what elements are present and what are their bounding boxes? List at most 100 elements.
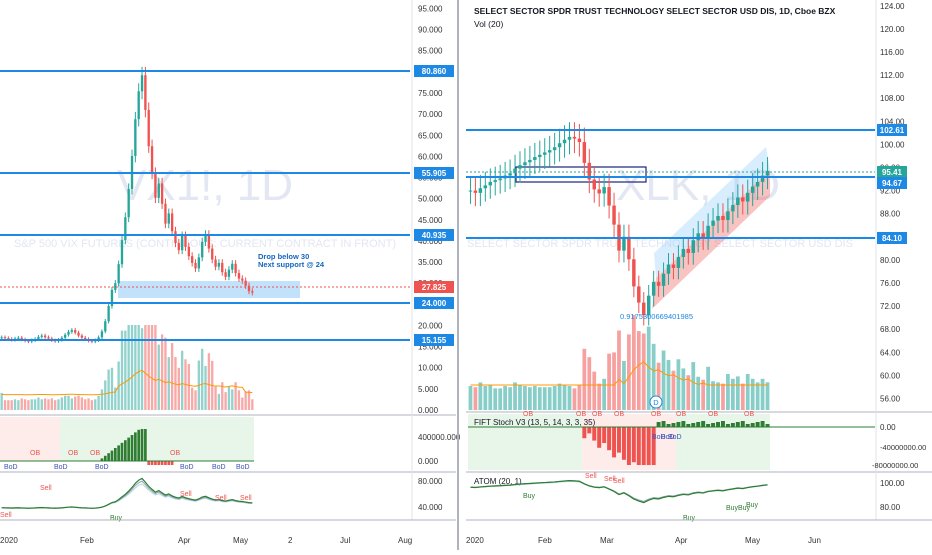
left-candle [7, 338, 10, 340]
left-volume-bar [164, 337, 167, 410]
left-chart-panel[interactable]: VX1!, 1D S&P 500 VIX FUTURES (CONTINUOUS… [0, 0, 461, 545]
right-atom-signal-3: Sell [613, 478, 625, 485]
right-volume-bar [622, 361, 626, 410]
right-volume-bar [750, 378, 755, 410]
right-atom-signal-0: Buy [523, 493, 536, 500]
left-volume-bar [217, 393, 221, 410]
right-candle [483, 185, 488, 189]
left-atom-signal-2: Sell [180, 491, 192, 498]
right-chart-panel[interactable]: XLK, 1D SELECT SECTOR SPDR TRUST TECHNOL… [466, 0, 932, 545]
left-volume-bar [174, 357, 177, 410]
left-atom-signal-1: Sell [40, 485, 52, 492]
left-stoch-signal-8: BoD [212, 464, 226, 471]
left-stoch-bar [110, 450, 114, 461]
right-stoch-bar [735, 422, 740, 427]
left-volume-bar [17, 400, 20, 410]
right-volume-bar [592, 371, 597, 410]
left-volume-bar [80, 397, 84, 410]
left-volume-bar [127, 325, 130, 410]
right-volume-bar [518, 384, 522, 410]
right-stoch-bar [626, 427, 631, 465]
right-stoch-bar [696, 422, 701, 427]
right-candles-group [468, 122, 770, 326]
left-stoch-signal-4: OB [90, 450, 100, 457]
right-stoch-label: FIFT Stoch V3 (13, 5, 14, 3, 3, 35) [474, 418, 596, 427]
right-candle [632, 259, 636, 287]
right-candle [637, 286, 641, 303]
right-stoch-bar [656, 422, 661, 427]
left-axis-tick: 95.000 [418, 4, 443, 13]
right-volume-bar [508, 387, 512, 410]
right-stoch-bar [676, 422, 681, 427]
right-stoch-bar [711, 423, 716, 427]
left-stoch-bar [154, 461, 157, 465]
left-candle [40, 335, 43, 337]
right-candle [642, 302, 646, 316]
right-candle [701, 233, 705, 238]
left-candle [114, 283, 117, 290]
right-candle [671, 264, 676, 268]
right-axis-tick: 60.00 [880, 371, 901, 380]
channel-lower-band[interactable] [652, 170, 770, 309]
left-stoch-bar [113, 448, 117, 461]
left-axis-tick: 20.000 [418, 321, 443, 330]
right-volume-bar [582, 348, 587, 410]
right-volume-bar [636, 331, 641, 410]
right-level-label-box [877, 177, 907, 189]
right-stoch-axis-tick: -80000000.00 [872, 461, 918, 470]
left-level-label-box [414, 167, 454, 179]
right-level-label-box [877, 166, 907, 178]
right-candle [681, 248, 686, 257]
left-candle [84, 337, 87, 339]
right-candle [552, 147, 557, 151]
right-candle [612, 205, 616, 225]
left-volume-bar [64, 395, 67, 410]
left-axis-tick: 50.000 [418, 195, 443, 204]
right-price-axis[interactable]: 124.00 120.00 116.00 112.00 108.00 104.00 100.… [880, 2, 905, 404]
left-volume-bar [191, 387, 194, 410]
left-volume-bar [170, 343, 174, 410]
right-stoch-bar [681, 421, 686, 427]
left-candle [167, 213, 170, 224]
right-stoch-bar [706, 424, 711, 427]
right-stoch-bar [592, 427, 597, 441]
left-volume-bar [154, 325, 157, 410]
right-candle [691, 240, 695, 253]
left-candle [207, 234, 211, 249]
right-watermark-description: SELECT SECTOR SPDR TRUST TECHNOLOGY SELE… [467, 238, 853, 250]
left-stoch-signal-6: OB [170, 450, 180, 457]
left-candle [107, 306, 110, 322]
left-volume-bar [124, 330, 127, 410]
left-stoch-bar [100, 458, 104, 461]
right-stoch-bar [602, 427, 607, 443]
resistance-box[interactable] [515, 166, 647, 183]
left-volume-bar [94, 399, 97, 410]
right-time-axis[interactable]: 2020 Feb Mar Apr May Jun [466, 536, 821, 545]
right-axis-tick: 68.00 [880, 325, 901, 334]
right-stoch-axis-tick: 0.00 [880, 423, 896, 432]
left-stoch-signal-1: BoD [4, 464, 18, 471]
support-zone-box[interactable] [118, 281, 300, 298]
left-candle [170, 213, 174, 232]
left-volume-bar [241, 397, 244, 410]
right-stoch-bar [686, 424, 691, 427]
right-candle [488, 181, 493, 186]
left-candle [247, 285, 251, 292]
left-candle [60, 337, 63, 340]
left-volume-bar [207, 353, 211, 410]
left-level-labels: 80.860 55.905 40.935 27.825 24.000 15.155 [414, 65, 454, 346]
left-volume-bar [100, 389, 104, 410]
left-volume-bar [244, 391, 247, 410]
left-axis-tick: 65.000 [418, 131, 443, 140]
dividend-marker[interactable] [649, 395, 663, 409]
left-candle [80, 335, 84, 338]
right-candle [493, 180, 497, 182]
right-candle [592, 179, 596, 190]
left-volume-bar [30, 399, 33, 410]
left-time-axis[interactable]: 2020 Feb Apr May Jul Aug 2 [0, 536, 412, 545]
right-volume-bar [765, 382, 770, 410]
left-volume-bar [40, 399, 43, 410]
right-time-tick: May [745, 536, 760, 545]
left-candle [150, 146, 154, 174]
left-axis-tick: 85.000 [418, 47, 443, 56]
